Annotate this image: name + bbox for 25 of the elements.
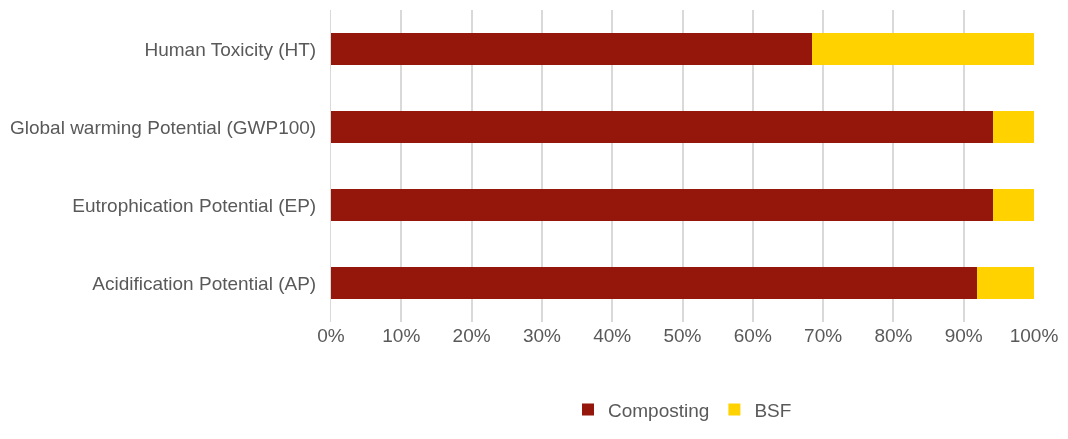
y-tick-label: Eutrophication Potential (EP) bbox=[72, 194, 317, 216]
bar bbox=[993, 189, 1034, 221]
bar bbox=[331, 267, 978, 299]
y-tick-label: Human Toxicity (HT) bbox=[144, 38, 317, 60]
x-tick-label: 10% bbox=[382, 325, 421, 346]
legend-label: Composting bbox=[608, 399, 710, 421]
bar bbox=[977, 267, 1034, 299]
y-tick-label: Global warming Potential (GWP100) bbox=[9, 116, 317, 138]
x-tick-label: 30% bbox=[522, 325, 562, 346]
legend-label: BSF bbox=[754, 399, 792, 421]
x-tick-label: 20% bbox=[452, 325, 491, 346]
bar bbox=[331, 33, 812, 65]
x-tick-label: 50% bbox=[663, 325, 702, 346]
x-tick-label: 100% bbox=[1009, 325, 1059, 346]
bar bbox=[811, 33, 1034, 65]
x-tick-label: 0% bbox=[317, 325, 345, 346]
x-tick-label: 70% bbox=[804, 325, 843, 346]
bar bbox=[331, 111, 994, 143]
bar bbox=[993, 111, 1034, 143]
bar bbox=[331, 189, 994, 221]
y-tick-label: Acidification Potential (AP) bbox=[92, 272, 317, 294]
x-tick-label: 60% bbox=[733, 325, 772, 346]
x-tick-label: 90% bbox=[944, 325, 983, 346]
x-tick-label: 80% bbox=[874, 325, 913, 346]
x-tick-label: 40% bbox=[593, 325, 632, 346]
